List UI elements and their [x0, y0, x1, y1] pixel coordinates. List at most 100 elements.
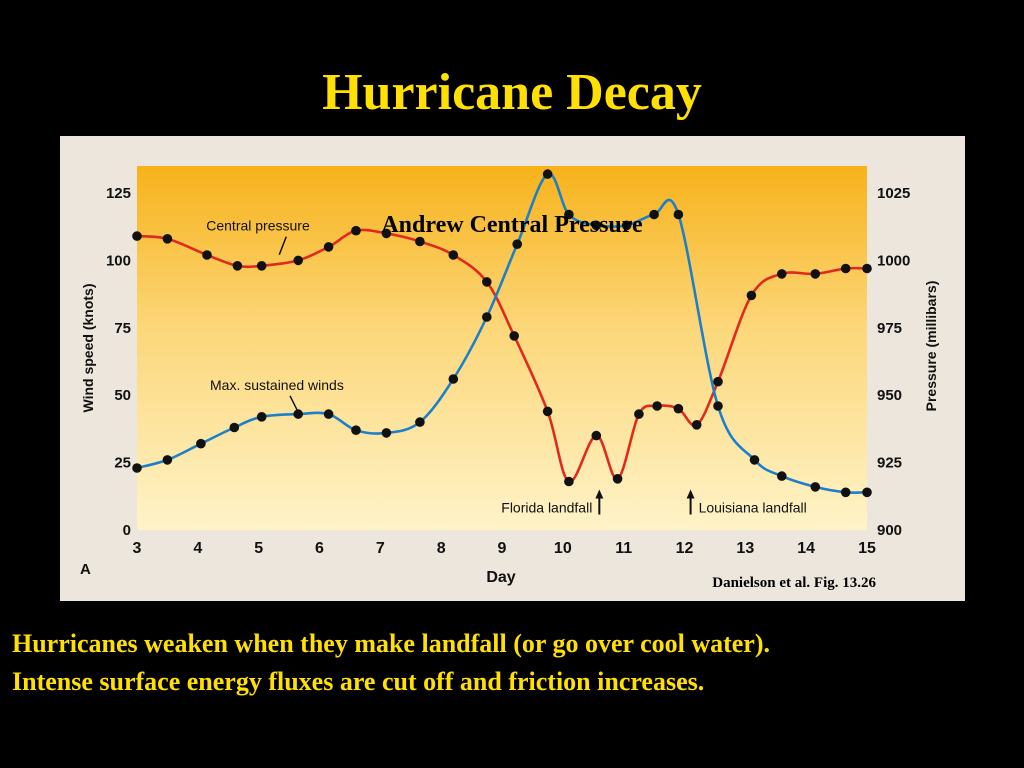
wind-data-point: [482, 312, 492, 322]
figure-citation: Danielson et al. Fig. 13.26: [712, 575, 876, 591]
caption-line-2: Intense surface energy fluxes are cut of…: [12, 667, 705, 696]
day-tick-label: 5: [254, 540, 263, 557]
florida-landfall-arrow-head: [595, 489, 604, 499]
pressure-data-point: [564, 476, 574, 487]
day-tick-label: 9: [498, 540, 507, 557]
wind-tick-label: 25: [114, 455, 131, 472]
pressure-data-point: [634, 409, 644, 419]
wind-tick-label: 100: [106, 252, 131, 269]
pressure-data-point: [381, 228, 392, 239]
wind-data-point: [448, 374, 459, 384]
hurricane-andrew-chart: 0 25 50 75 100 125 900 925 950 975 1000 1025 3 4 5 6 7…: [80, 166, 939, 591]
wind-data-point: [713, 401, 723, 411]
wind-data-point: [810, 482, 821, 492]
pressure-data-point: [652, 401, 662, 411]
wind-axis-label: Wind speed (knots): [80, 284, 96, 413]
pressure-tick-label: 1000: [877, 252, 910, 269]
wind-data-point: [256, 412, 267, 422]
pressure-data-point: [862, 263, 872, 274]
wind-data-point: [229, 422, 240, 433]
day-axis-label: Day: [486, 569, 515, 586]
day-tick-label: 15: [858, 540, 876, 557]
max-winds-annotation: Max. sustained winds: [210, 377, 344, 393]
wind-data-point: [542, 169, 553, 179]
wind-data-point: [381, 428, 392, 438]
pressure-data-point: [351, 225, 361, 236]
day-tick-label: 7: [376, 540, 385, 557]
wind-data-point: [512, 239, 522, 249]
pressure-tick-label: 900: [877, 522, 902, 539]
day-tick-label: 11: [615, 540, 632, 557]
caption-line-1: Hurricanes weaken when they make landfal…: [12, 629, 770, 658]
day-tick-label: 8: [437, 540, 446, 557]
pressure-data-point: [840, 263, 851, 274]
slide-caption: Hurricanes weaken when they make landfal…: [12, 625, 1022, 701]
wind-data-point: [293, 409, 303, 419]
pressure-data-point: [293, 255, 303, 266]
louisiana-landfall-arrow-head: [686, 489, 695, 499]
pressure-tick-label: 975: [877, 320, 902, 337]
wind-data-point: [132, 463, 142, 473]
pressure-data-point: [713, 376, 723, 387]
chart-annotations: Central pressure Max. sustained winds Flor…: [206, 218, 807, 516]
wind-data-point: [162, 455, 173, 465]
wind-data-point: [621, 220, 632, 231]
pressure-tick-label: 1025: [877, 185, 910, 202]
louisiana-landfall-annotation: Louisiana landfall: [699, 500, 807, 516]
day-tick-label: 6: [315, 540, 324, 557]
pressure-data-point: [415, 236, 425, 247]
wind-data-point: [749, 455, 760, 465]
wind-data-point: [840, 487, 851, 498]
pressure-data-point: [232, 261, 243, 271]
florida-landfall-annotation: Florida landfall: [501, 500, 592, 516]
wind-data-point: [323, 409, 334, 419]
wind-data-point: [351, 425, 361, 436]
day-tick-label: 10: [554, 540, 572, 557]
pressure-data-point: [132, 231, 142, 241]
panel-letter: A: [80, 561, 91, 578]
wind-tick-label: 75: [114, 320, 131, 337]
pressure-data-point: [323, 242, 334, 252]
wind-data-point: [862, 487, 872, 498]
pressure-data-point: [612, 474, 623, 484]
day-axis: 3 4 5 6 7 8 9 10 11 12 13 14 15: [133, 540, 876, 557]
wind-data-point: [673, 209, 684, 220]
pressure-tick-label: 925: [877, 455, 902, 472]
wind-tick-label: 50: [114, 387, 131, 404]
pressure-data-point: [810, 269, 821, 279]
pressure-data-point: [202, 250, 212, 260]
pressure-axis: 900 925 950 975 1000 1025: [877, 185, 910, 539]
pressure-data-point: [777, 269, 787, 279]
day-tick-label: 3: [133, 540, 142, 557]
pressure-data-point: [673, 403, 684, 414]
wind-data-point: [415, 417, 425, 427]
day-tick-label: 12: [676, 540, 694, 557]
pressure-data-point: [591, 430, 602, 441]
wind-data-point: [564, 209, 574, 220]
wind-tick-label: 125: [106, 185, 131, 202]
plot-area: [137, 166, 867, 530]
pressure-data-point: [448, 250, 459, 260]
day-tick-label: 4: [193, 540, 202, 557]
central-pressure-pointer: [278, 236, 287, 255]
series-markers: [132, 169, 872, 498]
pressure-data-point: [509, 331, 519, 341]
pressure-axis-label: Pressure (millibars): [923, 281, 939, 412]
overlay-title: Andrew Central Pressure: [381, 212, 643, 238]
pressure-data-point: [746, 290, 757, 301]
wind-tick-label: 0: [123, 522, 131, 539]
max-winds-pointer: [289, 395, 299, 413]
wind-data-point: [777, 471, 787, 481]
pressure-data-point: [482, 277, 492, 287]
wind-data-point: [196, 438, 206, 449]
pressure-data-point: [691, 420, 702, 430]
pressure-tick-label: 950: [877, 387, 902, 404]
figure-panel: 0 25 50 75 100 125 900 925 950 975 1000 1025 3 4 5 6 7…: [60, 136, 965, 601]
day-tick-label: 14: [797, 540, 815, 557]
pressure-data-point: [256, 261, 267, 271]
pressure-data-point: [162, 234, 173, 244]
pressure-data-point: [542, 406, 553, 417]
day-tick-label: 13: [736, 540, 754, 557]
central-pressure-annotation: Central pressure: [206, 218, 310, 234]
wind-data-point: [591, 220, 602, 231]
